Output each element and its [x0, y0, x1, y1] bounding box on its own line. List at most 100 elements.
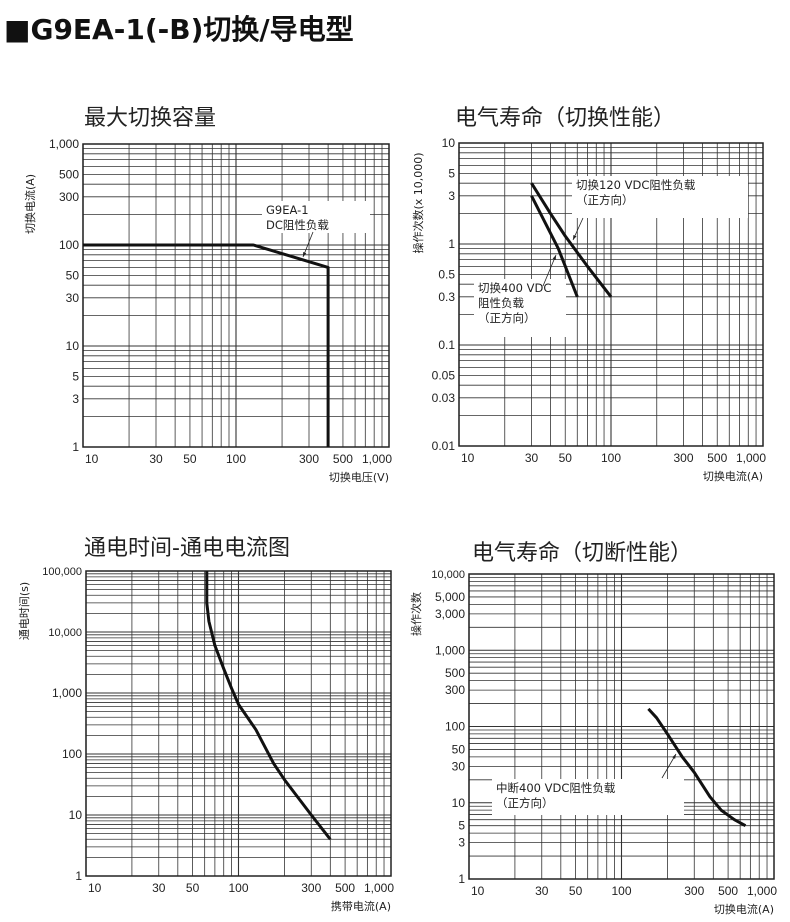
y-axis-label: 通电时间(s)	[18, 582, 31, 640]
chart-title-carry-time-current: 通电时间-通电电流图	[84, 536, 290, 561]
y-tick-label: 1,000	[52, 686, 82, 700]
annotation-label: 阻性负载	[478, 296, 524, 310]
x-tick-label: 10	[85, 452, 99, 466]
y-tick-label: 0.5	[438, 267, 455, 281]
x-axis-label: 携带电流(A)	[331, 899, 391, 913]
y-axis-label: 操作次数(x 10,000)	[411, 152, 425, 253]
annotation-box	[262, 201, 370, 233]
annotation-label: （正方向）	[496, 796, 554, 810]
plot-frame	[468, 573, 775, 880]
y-tick-label: 50	[66, 268, 80, 282]
chart-title-max-switching-capacity: 最大切换容量	[84, 106, 217, 131]
y-tick-label: 5	[448, 166, 455, 180]
y-tick-label: 10,000	[431, 569, 465, 581]
x-tick-label: 300	[674, 451, 694, 465]
x-tick-label: 500	[718, 884, 738, 898]
chart-2: 切换120 VDC阻性负载（正方向）切换400 VDC阻性负载（正方向）10 30…	[411, 136, 766, 483]
x-tick-label: 10	[461, 451, 475, 465]
x-tick-label: 300	[299, 452, 319, 466]
annotation-label: 中断400 VDC阻性负载	[496, 781, 616, 795]
series-line	[83, 243, 330, 447]
page-title: ■G9EA-1(-B)切换/导电型	[4, 13, 354, 46]
x-tick-label: 10	[88, 881, 102, 895]
y-tick-label: 100	[59, 238, 79, 252]
arrow-head-icon	[552, 255, 556, 260]
y-tick-label: 1	[448, 237, 455, 251]
y-tick-label: 10	[66, 339, 80, 353]
series-line	[530, 182, 613, 298]
plot-frame	[85, 570, 392, 877]
x-axis-label: 切换电流(A)	[703, 469, 763, 483]
y-tick-label: 30	[66, 291, 80, 305]
x-tick-label: 50	[186, 881, 200, 895]
annotation-label: G9EA-1	[266, 203, 309, 217]
x-tick-label: 50	[559, 451, 573, 465]
annotation-label: 切换120 VDC阻性负载	[576, 178, 696, 192]
y-tick-label: 5	[458, 819, 465, 833]
annotation-box	[572, 176, 748, 218]
y-axis-label: 切换电流(A)	[23, 174, 37, 234]
x-tick-label: 30	[535, 884, 549, 898]
chart-4: 中断400 VDC阻性负载（正方向） 10 30 50 100 300 500 1,000 1 3…	[409, 569, 777, 916]
annotation-arrow	[542, 254, 557, 287]
y-tick-label: 500	[445, 666, 465, 680]
y-tick-label: 0.3	[438, 290, 455, 304]
y-tick-label: 30	[452, 759, 466, 773]
annotation-label: DC阻性负载	[266, 218, 329, 232]
x-axis-label: 切换电压(V)	[329, 470, 389, 484]
y-axis-label: 操作次数	[409, 592, 423, 636]
x-tick-label: 30	[149, 452, 163, 466]
y-tick-label: 3	[458, 836, 465, 850]
y-tick-label: 10	[452, 796, 466, 810]
x-axis-label: 切换电流(A)	[714, 902, 774, 916]
x-tick-label: 1,000	[747, 884, 777, 898]
arrow-head-icon	[573, 235, 577, 240]
x-tick-label: 100	[228, 881, 248, 895]
y-tick-label: 500	[59, 167, 79, 181]
y-tick-label: 1	[72, 440, 79, 454]
y-tick-label: 10	[69, 808, 83, 822]
y-tick-label: 0.05	[432, 368, 456, 382]
x-tick-label: 500	[707, 451, 727, 465]
y-tick-label: 5,000	[435, 590, 465, 604]
chart-title-electrical-life-breaking: 电气寿命（切断性能）	[472, 541, 693, 566]
series-line	[205, 571, 332, 841]
chart-3: 10 30 50 100 300 500 1,000 1 10 100 1,000 10,000 100…	[18, 566, 394, 913]
annotation-label: （正方向）	[576, 193, 634, 207]
x-tick-label: 1,000	[362, 452, 392, 466]
y-tick-label: 1,000	[435, 643, 465, 657]
y-tick-label: 1,000	[49, 137, 79, 151]
x-tick-label: 500	[333, 452, 353, 466]
y-tick-label: 100	[62, 747, 82, 761]
y-tick-label: 5	[72, 369, 79, 383]
y-tick-label: 300	[59, 190, 79, 204]
x-tick-label: 300	[301, 881, 321, 895]
x-tick-label: 30	[152, 881, 166, 895]
x-tick-label: 10	[471, 884, 485, 898]
y-tick-label: 50	[452, 742, 466, 756]
x-tick-label: 30	[525, 451, 539, 465]
x-tick-label: 100	[601, 451, 621, 465]
y-tick-label: 3	[72, 392, 79, 406]
annotation-box	[492, 779, 684, 815]
x-tick-label: 50	[183, 452, 197, 466]
y-tick-label: 100	[445, 720, 465, 734]
x-tick-label: 100	[611, 884, 631, 898]
arrow-head-icon	[303, 252, 307, 257]
y-tick-label: 1	[458, 872, 465, 886]
y-tick-label: 3	[448, 189, 455, 203]
x-tick-label: 100	[226, 452, 246, 466]
series-line	[530, 195, 579, 298]
y-tick-label: 0.01	[432, 439, 456, 453]
series-line	[647, 707, 747, 828]
y-tick-label: 0.1	[438, 338, 455, 352]
x-tick-label: 300	[684, 884, 704, 898]
y-tick-label: 3,000	[435, 607, 465, 621]
x-tick-label: 500	[335, 881, 355, 895]
chart-title-electrical-life-switching: 电气寿命（切换性能）	[455, 106, 676, 131]
annotation-label: 切换400 VDC	[478, 281, 551, 295]
y-tick-label: 10	[442, 136, 456, 150]
y-tick-label: 1	[75, 869, 82, 883]
y-tick-label: 300	[445, 683, 465, 697]
